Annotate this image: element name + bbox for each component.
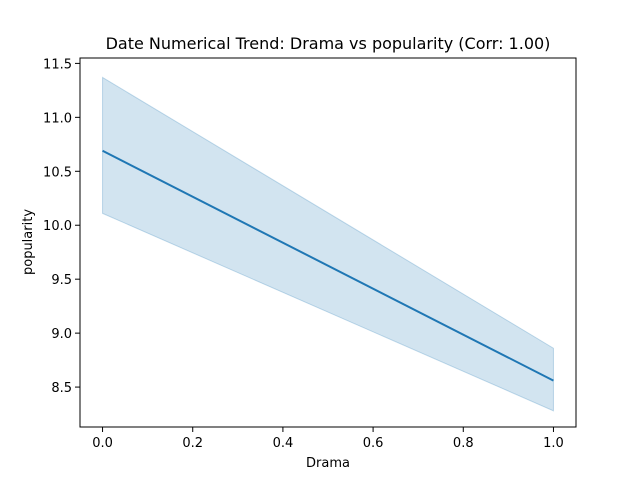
plot-area (102, 76, 554, 412)
x-tick-label: 0.2 (182, 436, 203, 451)
y-tick-label: 10.5 (43, 165, 72, 180)
x-tick-label: 1.0 (543, 436, 564, 451)
y-tick-label: 9.0 (51, 327, 72, 342)
y-tick-label: 11.0 (43, 111, 72, 126)
x-tick-label: 0.8 (453, 436, 474, 451)
x-tick-label: 0.4 (273, 436, 294, 451)
trend-line (102, 149, 554, 382)
x-tick-label: 0.6 (363, 436, 384, 451)
y-axis-label: popularity (21, 209, 36, 275)
x-axis-label: Drama (306, 456, 350, 471)
x-tick-label: 0.0 (92, 436, 113, 451)
axes-frame (79, 57, 577, 428)
axes-ticks: 0.0 0.2 0.4 0.6 0.8 1.0 8.5 9.0 9.5 10.0 10.5 11.0 1… (43, 57, 564, 451)
y-tick-label: 8.5 (51, 381, 72, 396)
y-tick-label: 9.5 (51, 273, 72, 288)
y-tick-label: 10.0 (43, 219, 72, 234)
y-tick-label: 11.5 (43, 57, 72, 72)
confidence-band (102, 76, 554, 412)
chart-title: Date Numerical Trend: Drama vs popularit… (106, 34, 551, 53)
